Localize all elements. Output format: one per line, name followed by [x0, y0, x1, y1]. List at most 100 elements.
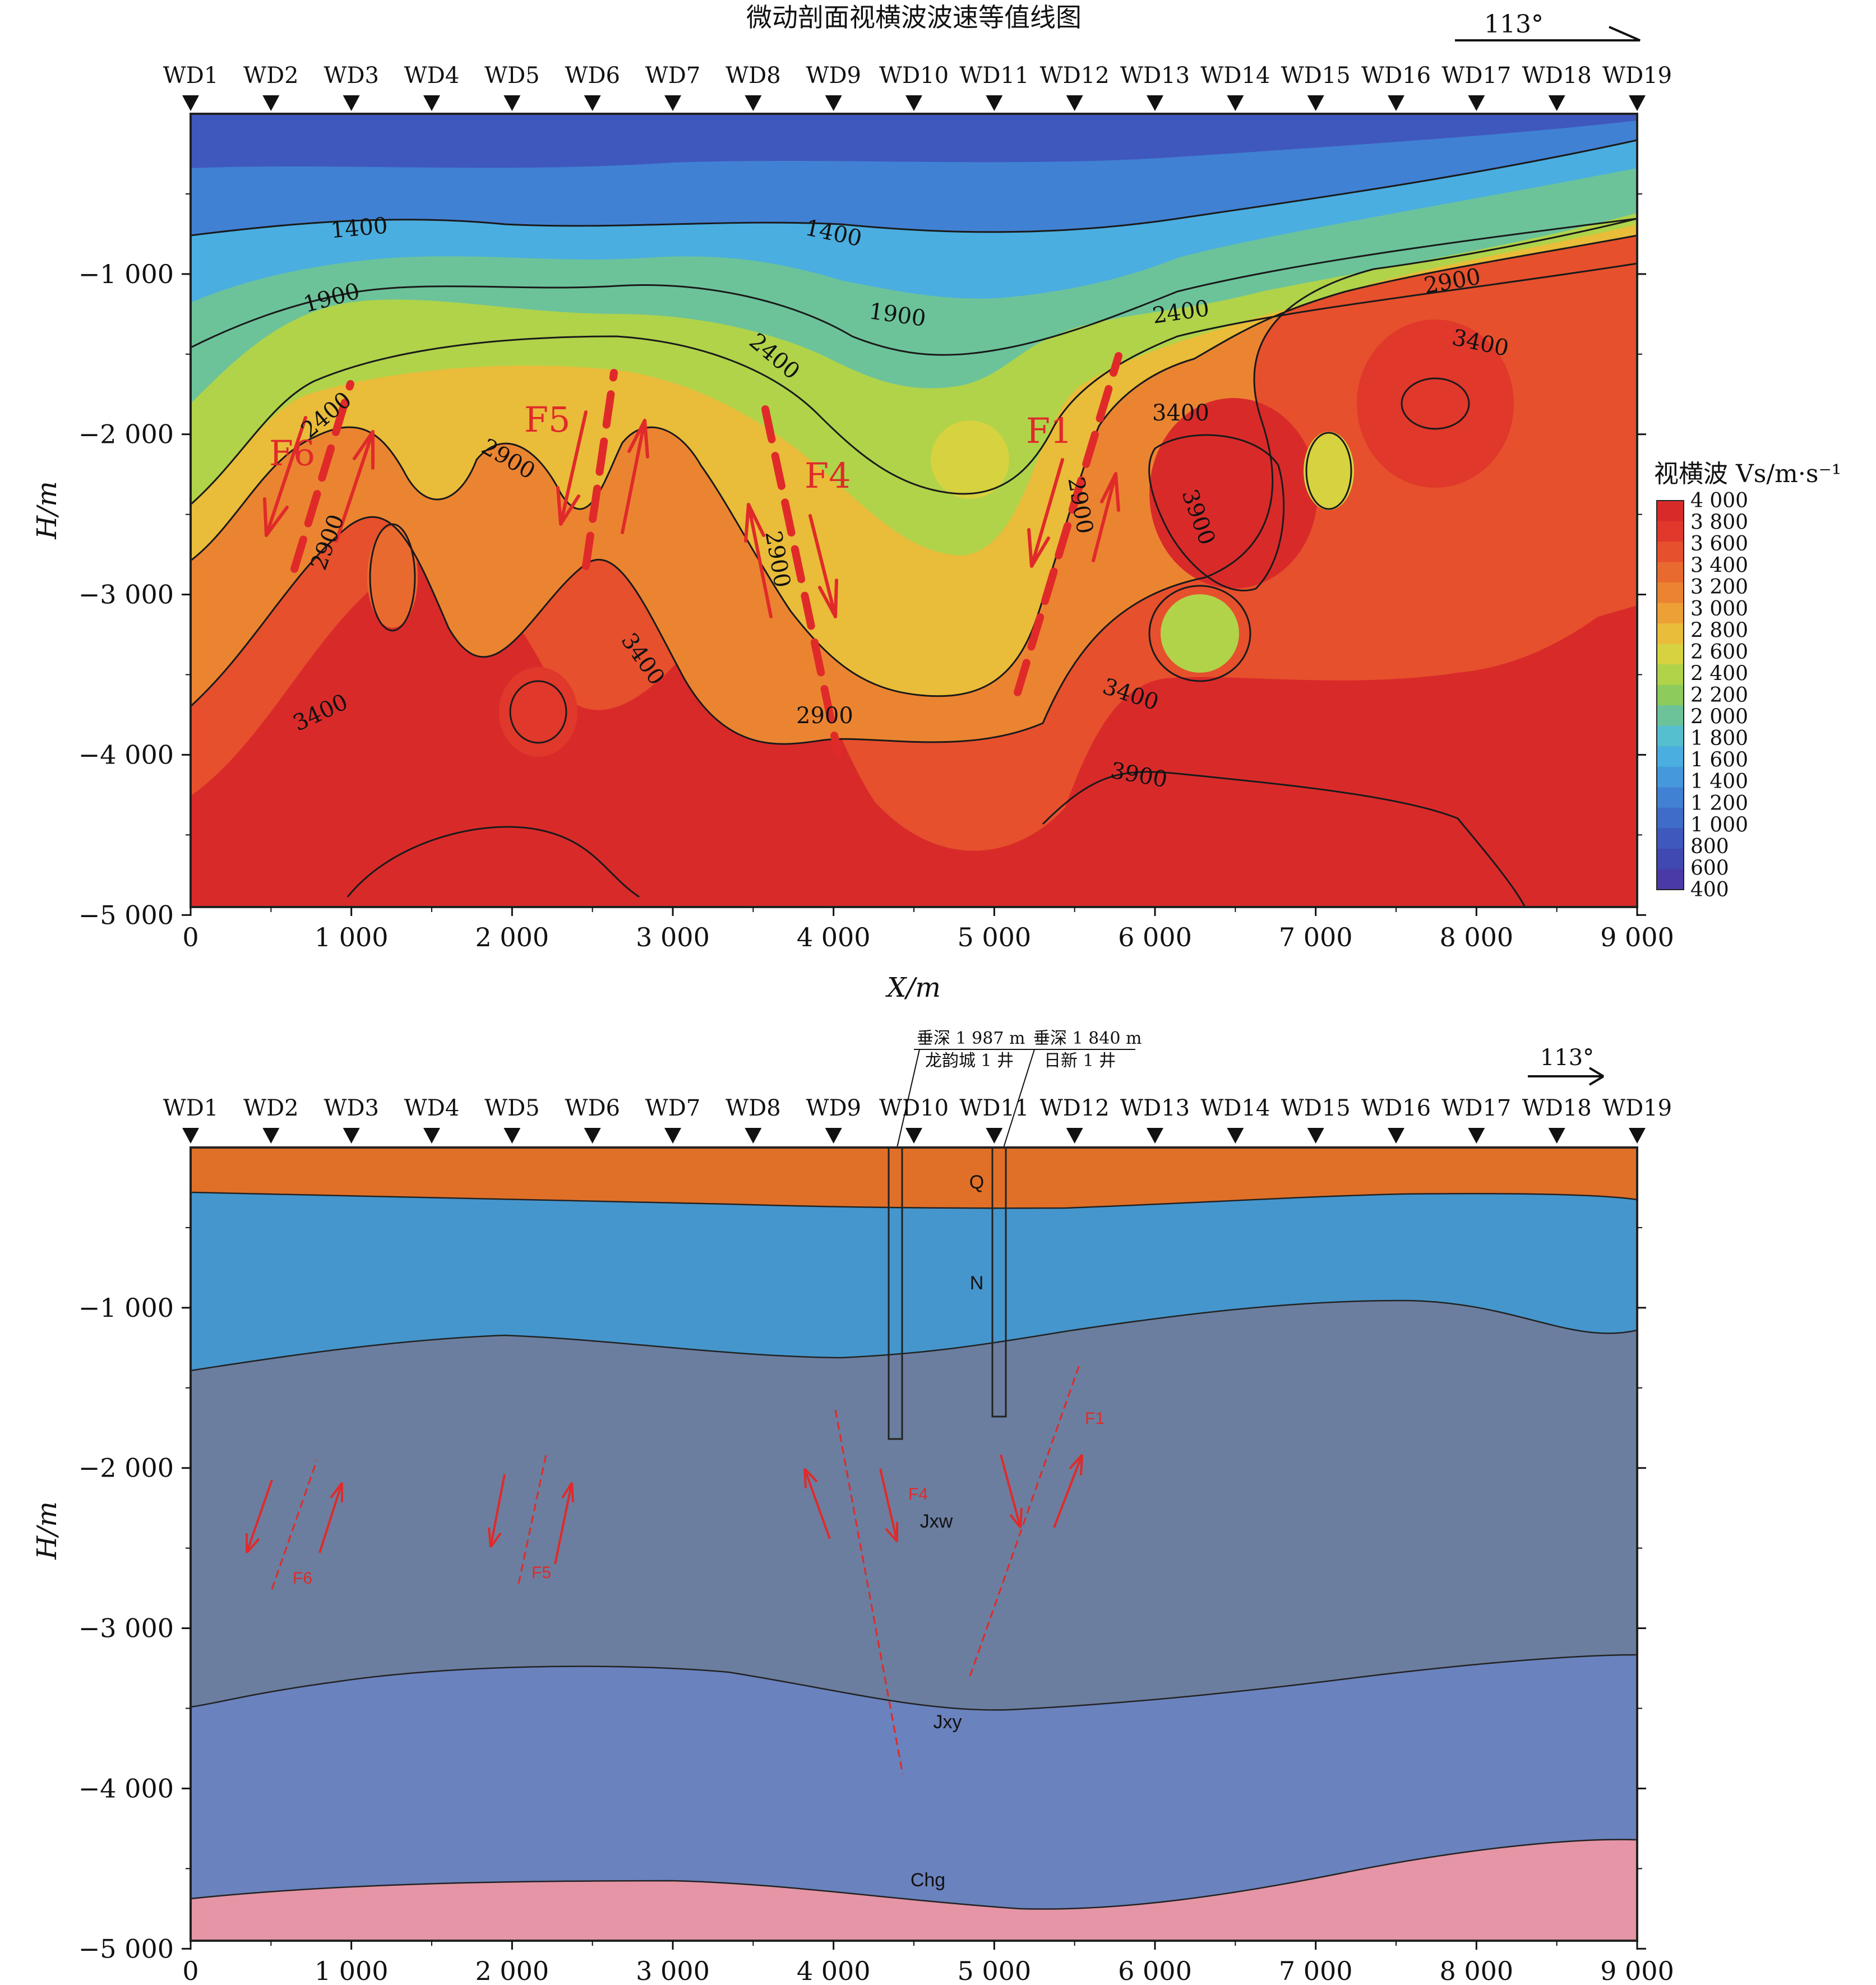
- bottom-station-label: WD13: [1120, 1095, 1190, 1121]
- top-station-label: WD11: [959, 63, 1029, 89]
- contour-ring-lens-b: [1305, 432, 1352, 510]
- top-station-label: WD1: [163, 63, 219, 89]
- layer-boundaries: [191, 1191, 1637, 1910]
- contour-1400: [191, 139, 1637, 237]
- bottom-station-label: WD18: [1522, 1095, 1592, 1121]
- fault-f5-line: [517, 1451, 548, 1584]
- bottom-y-axis-label: H/m: [31, 1501, 63, 1560]
- colorbar-swatch: [1657, 828, 1684, 849]
- x-tick-label: 4 000: [797, 922, 871, 952]
- high-velocity-body-east: [1149, 398, 1318, 589]
- y-tick-label: −4 000: [78, 739, 174, 770]
- contour-2900: [191, 234, 1637, 697]
- top-azimuth-label: 113°: [1484, 10, 1544, 39]
- contour-labels: 1400 1400 1900 1900 2400 2400 2400 2900 …: [289, 213, 1511, 793]
- x-tick-label: 2 000: [475, 1956, 549, 1985]
- bottom-station-label: WD6: [565, 1095, 620, 1121]
- top-station-label: WD3: [324, 63, 379, 89]
- layer-label-chg: Chg: [911, 1870, 945, 1891]
- station-marker-icon: [182, 95, 199, 111]
- bottom-station-label: WD17: [1441, 1095, 1511, 1121]
- arrow-f4-up: [744, 503, 773, 618]
- top-station-label: WD9: [806, 63, 861, 89]
- bottom-station-row: WD1 WD2 WD3 WD4 WD5 WD6 WD7 WD8 WD9 WD10 WD11 WD12 W…: [163, 1095, 1672, 1144]
- arrow-f6-down: [246, 1479, 273, 1554]
- boundary-jxy-chg: [191, 1839, 1637, 1910]
- arrow-f5-down: [488, 1474, 506, 1548]
- colorbar-tick-label: 2 600: [1690, 641, 1748, 664]
- low-velocity-lens-c: [931, 420, 1009, 499]
- x-tick-label: 5 000: [957, 922, 1031, 952]
- x-tick-label: 3 000: [636, 922, 710, 952]
- x-tick-label: 0: [182, 1956, 198, 1985]
- bottom-station-label: WD4: [404, 1095, 460, 1121]
- colorbar-tick-label: 3 200: [1690, 576, 1748, 599]
- station-marker-icon: [1388, 95, 1404, 111]
- top-station-label: WD15: [1281, 63, 1351, 89]
- top-station-label: WD7: [645, 63, 701, 89]
- colorbar-swatch: [1657, 603, 1684, 624]
- velocity-field: [191, 114, 1637, 907]
- x-tick-label: 4 000: [797, 1956, 871, 1985]
- station-marker-icon: [825, 95, 842, 111]
- bottom-station-label: WD10: [879, 1095, 949, 1121]
- station-marker-icon: [905, 95, 922, 111]
- geologic-layers: [191, 1147, 1637, 1941]
- low-velocity-lens-a: [1161, 594, 1239, 673]
- bottom-station-label: WD19: [1602, 1095, 1672, 1121]
- x-tick-label: 1 000: [315, 1956, 389, 1985]
- colorbar-tick-label: 2 200: [1690, 684, 1748, 707]
- top-station-label: WD10: [879, 63, 949, 89]
- bottom-fault-labels: F6 F5 F4 F1: [293, 1409, 1105, 1588]
- bottom-azimuth-label: 113°: [1540, 1045, 1594, 1071]
- station-marker-icon: [905, 1128, 922, 1144]
- colorbar-swatch: [1657, 725, 1684, 747]
- top-station-label: WD8: [726, 63, 781, 89]
- x-tick-label: 8 000: [1439, 922, 1513, 952]
- station-marker-icon: [1629, 95, 1646, 111]
- top-station-label: WD17: [1441, 63, 1511, 89]
- arrow-f1-up: [1053, 1454, 1083, 1528]
- layer-label-jxw: Jxw: [920, 1511, 953, 1532]
- station-marker-icon: [1629, 1128, 1646, 1144]
- y-tick-label: −4 000: [78, 1773, 174, 1803]
- station-marker-icon: [182, 1128, 199, 1144]
- station-marker-icon: [423, 1128, 440, 1144]
- colorbar-swatch: [1657, 664, 1684, 686]
- colorbar-tick-label: 400: [1690, 878, 1729, 901]
- bottom-azimuth-indicator: 113°: [1528, 1045, 1605, 1086]
- colorbar-tick-label: 1 600: [1690, 749, 1748, 772]
- contour-2400: [191, 262, 1637, 506]
- top-fault-labels: F6 F5 F4 F1: [269, 399, 1072, 496]
- station-marker-icon: [1307, 95, 1324, 111]
- contour-label: 1400: [330, 213, 389, 244]
- top-title: 微动剖面视横波波速等值线图: [746, 2, 1082, 33]
- contour-lines: [191, 139, 1637, 907]
- well-annotations: 垂深 1 987 m 龙韵城 1 井 垂深 1 840 m 日新 1 井: [897, 1029, 1142, 1148]
- station-marker-icon: [423, 95, 440, 111]
- colorbar-tick-label: 3 400: [1690, 554, 1748, 577]
- fault-f5-trace: [582, 369, 618, 570]
- colorbar-tick-label: 1 800: [1690, 727, 1748, 750]
- arrow-f6-up: [335, 430, 375, 543]
- colorbar-tick-label: 2 400: [1690, 662, 1748, 685]
- colorbar-tick-label: 1 200: [1690, 792, 1748, 815]
- bottom-station-label: WD15: [1281, 1095, 1351, 1121]
- station-marker-icon: [1066, 1128, 1083, 1144]
- x-tick-label: 7 000: [1279, 1956, 1353, 1985]
- station-marker-icon: [503, 1128, 521, 1144]
- y-tick-label: −5 000: [78, 900, 174, 930]
- colorbar-swatch: [1657, 623, 1684, 645]
- y-tick-label: −3 000: [78, 580, 174, 610]
- top-station-row: WD1 WD2 WD3 WD4 WD5 WD6 WD7 WD8 WD9 WD10 WD11 WD12 W…: [163, 63, 1672, 111]
- bottom-axes: −1 000 −2 000 −3 000 −4 000 −5 000 0 1 000 2 00…: [78, 1227, 1674, 1985]
- bottom-station-label: WD12: [1040, 1095, 1110, 1121]
- fault-f4-trace: [761, 405, 842, 758]
- colorbar-tick-label: 1 400: [1690, 770, 1748, 793]
- arrow-f5-down: [556, 410, 588, 526]
- x-tick-label: 9 000: [1600, 922, 1674, 952]
- fault-f6-line: [271, 1460, 318, 1590]
- station-marker-icon: [343, 95, 360, 111]
- bottom-station-label: WD8: [726, 1095, 781, 1121]
- low-velocity-lens-b: [1304, 432, 1354, 510]
